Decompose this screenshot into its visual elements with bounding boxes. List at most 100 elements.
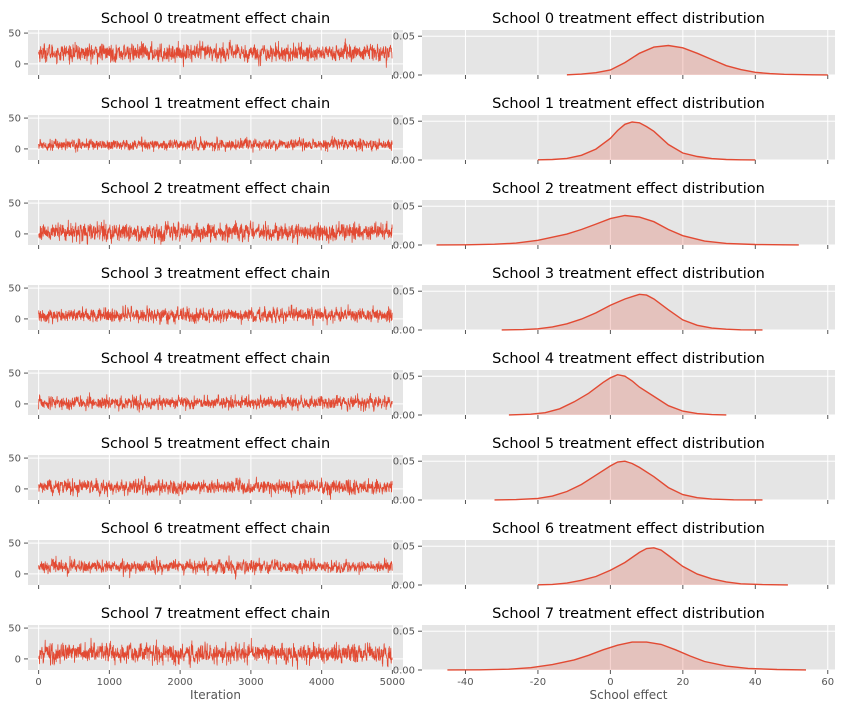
x-tick-label: 5000	[380, 677, 405, 688]
density-area	[537, 547, 788, 585]
density-line	[537, 121, 756, 161]
density-area	[537, 122, 756, 160]
density-area	[494, 461, 763, 500]
x-tick-label: -20	[530, 677, 546, 688]
x-tick-label: 2000	[167, 677, 192, 688]
chain-trace-line	[38, 475, 393, 500]
density-panel-0: 0.00 0.05 School 0 treatment effect distri…	[393, 11, 835, 82]
y-tick-label: 0.05	[393, 287, 415, 298]
chain-trace-line	[38, 135, 393, 153]
panel-title: School 3 treatment effect chain	[101, 266, 330, 282]
panel-title: School 2 treatment effect chain	[101, 181, 330, 197]
density-line	[501, 293, 763, 331]
axes-background	[28, 455, 403, 500]
panel-title: School 7 treatment effect distribution	[492, 606, 765, 622]
x-tick-label: 60	[821, 677, 834, 688]
axes-background	[28, 370, 403, 415]
y-tick-label: 0.00	[393, 71, 415, 82]
density-area	[508, 374, 727, 415]
panel-title: School 6 treatment effect chain	[101, 521, 330, 537]
chain-panel-6: 0 50 School 6 treatment effect chain	[8, 521, 403, 589]
y-tick-label: 0	[15, 654, 21, 665]
y-tick-label: 0	[15, 59, 21, 70]
y-tick-label: 50	[8, 539, 21, 550]
y-tick-label: 0.05	[393, 202, 415, 213]
density-line	[494, 460, 763, 501]
panel-title: School 7 treatment effect chain	[101, 606, 330, 622]
chain-trace-line	[38, 304, 393, 326]
panel-title: School 0 treatment effect chain	[101, 11, 330, 27]
density-line	[508, 373, 727, 416]
axes-background	[422, 540, 835, 585]
y-tick-label: 50	[8, 199, 21, 210]
chain-trace-line	[38, 392, 393, 413]
density-line	[537, 547, 788, 586]
density-line	[447, 641, 807, 671]
y-tick-label: 50	[8, 624, 21, 635]
y-tick-label: 50	[8, 114, 21, 125]
y-tick-label: 0.00	[393, 241, 415, 252]
chain-panel-5: 0 50 School 5 treatment effect chain	[8, 436, 403, 504]
axes-background	[28, 540, 403, 585]
x-tick-label: 0	[35, 677, 41, 688]
y-tick-label: 0	[15, 399, 21, 410]
axes-background	[422, 30, 835, 75]
chain-trace-line	[38, 637, 393, 670]
y-tick-label: 0	[15, 569, 21, 580]
axes-background	[422, 200, 835, 245]
panel-title: School 0 treatment effect distribution	[492, 11, 765, 27]
y-tick-label: 50	[8, 284, 21, 295]
y-tick-label: 0.00	[393, 411, 415, 422]
chain-trace-line	[38, 38, 393, 68]
y-tick-label: 0	[15, 314, 21, 325]
chain-panel-1: 0 50 School 1 treatment effect chain	[8, 96, 403, 164]
y-tick-label: 0	[15, 484, 21, 495]
y-tick-label: 0.00	[393, 156, 415, 167]
panel-title: School 1 treatment effect chain	[101, 96, 330, 112]
y-tick-label: 0.05	[393, 542, 415, 553]
density-panel-1: 0.00 0.05 School 1 treatment effect distri…	[393, 96, 835, 167]
density-area	[447, 642, 806, 670]
y-tick-label: 50	[8, 369, 21, 380]
x-tick-label: 3000	[238, 677, 263, 688]
density-panel-4: 0.00 0.05 School 4 treatment effect distri…	[393, 351, 835, 422]
density-panel-2: 0.00 0.05 School 2 treatment effect distri…	[393, 181, 835, 252]
axes-background	[422, 370, 835, 415]
density-area	[436, 215, 799, 245]
chain-trace-line	[38, 555, 393, 580]
panel-title: School 1 treatment effect distribution	[492, 96, 765, 112]
chain-panel-0: 0 50 School 0 treatment effect chain	[8, 11, 403, 79]
x-tick-label: 4000	[309, 677, 334, 688]
panel-title: School 2 treatment effect distribution	[492, 181, 765, 197]
x-tick-label: 0	[607, 677, 613, 688]
y-tick-label: 0	[15, 144, 21, 155]
axes-background	[28, 115, 403, 160]
x-tick-label: 1000	[97, 677, 122, 688]
x-tick-label: 40	[749, 677, 762, 688]
x-axis-label: School effect	[590, 688, 668, 702]
axes-background	[422, 285, 835, 330]
axes-background	[422, 625, 835, 670]
y-tick-label: 0	[15, 229, 21, 240]
chain-panel-4: 0 50 School 4 treatment effect chain	[8, 351, 403, 419]
x-axis-label: Iteration	[190, 688, 241, 702]
panel-title: School 4 treatment effect chain	[101, 351, 330, 367]
y-tick-label: 0.05	[393, 627, 415, 638]
panel-title: School 3 treatment effect distribution	[492, 266, 765, 282]
density-panel-5: 0.00 0.05 School 5 treatment effect distri…	[393, 436, 835, 507]
y-tick-label: 0.05	[393, 117, 415, 128]
chain-panel-3: 0 50 School 3 treatment effect chain	[8, 266, 403, 334]
density-panel-6: 0.00 0.05 School 6 treatment effect distri…	[393, 521, 835, 592]
axes-background	[28, 625, 403, 670]
y-tick-label: 0.00	[393, 666, 415, 677]
density-area	[566, 45, 828, 75]
density-line	[566, 44, 828, 76]
panel-title: School 5 treatment effect chain	[101, 436, 330, 452]
chain-trace-line	[38, 219, 393, 245]
y-tick-label: 50	[8, 454, 21, 465]
density-panel-7: 0.00 0.05 -40 -20 0 20 40 60 School 7 treatment …	[393, 606, 835, 702]
y-tick-label: 0.00	[393, 581, 415, 592]
x-tick-label: 20	[676, 677, 689, 688]
